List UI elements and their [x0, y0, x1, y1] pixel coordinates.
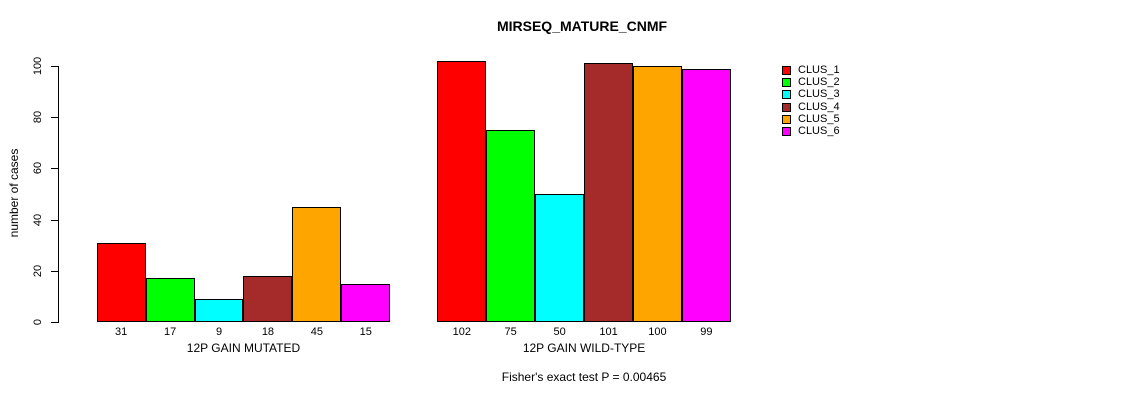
bar-clus_4-group1 — [243, 275, 293, 322]
bar-value-label: 15 — [359, 326, 372, 338]
legend-label: CLUS_1 — [798, 63, 840, 76]
legend-label: CLUS_3 — [798, 88, 840, 101]
legend-swatch-icon — [782, 127, 791, 137]
bar-value-label: 18 — [261, 326, 275, 338]
y-tick-label: 40 — [32, 213, 44, 226]
bar-value-label: 100 — [648, 326, 667, 338]
y-tick — [51, 322, 58, 323]
legend-label: CLUS_2 — [798, 75, 840, 88]
legend-swatch-icon — [782, 77, 791, 87]
y-axis-line — [58, 66, 59, 323]
y-tick — [51, 168, 58, 170]
y-axis-title: number of cases — [7, 148, 21, 238]
legend-item-clus_1: CLUS_1 — [782, 64, 840, 76]
bar-clus_2-group2 — [486, 130, 536, 322]
group-label-1: 12P GAIN MUTATED — [186, 341, 301, 355]
bar-clus_1-group2 — [437, 60, 487, 322]
bar-clus_3-group2 — [535, 194, 585, 322]
group-label-2: 12P GAIN WILD-TYPE — [522, 341, 646, 355]
y-tick — [51, 117, 58, 119]
legend-item-clus_2: CLUS_2 — [782, 76, 840, 88]
y-tick-label: 100 — [32, 56, 44, 76]
chart-title: MIRSEQ_MATURE_CNMF — [496, 18, 668, 34]
bar-value-label: 75 — [504, 326, 517, 338]
legend-swatch-icon — [782, 65, 791, 75]
legend-swatch-icon — [782, 102, 791, 112]
y-tick-label: 20 — [32, 264, 44, 277]
bar-clus_4-group2 — [584, 63, 633, 322]
bar-value-label: 17 — [163, 326, 177, 338]
bar-clus_5-group2 — [633, 66, 682, 322]
legend-label: CLUS_4 — [798, 100, 840, 113]
legend-label: CLUS_6 — [798, 125, 840, 138]
bar-value-label: 31 — [115, 326, 128, 338]
y-tick — [51, 66, 58, 67]
bar-value-label: 45 — [310, 326, 323, 338]
bar-clus_3-group1 — [194, 298, 244, 322]
bar-value-label: 101 — [599, 326, 618, 338]
bar-clus_6-group2 — [681, 68, 731, 322]
bar-clus_2-group1 — [145, 278, 195, 322]
fisher-test-annotation: Fisher's exact test P = 0.00465 — [501, 370, 667, 384]
bar-clus_5-group1 — [292, 206, 342, 322]
legend-swatch-icon — [782, 90, 791, 100]
y-tick-label: 60 — [32, 162, 44, 175]
y-tick — [51, 219, 58, 221]
legend-item-clus_3: CLUS_3 — [782, 89, 840, 101]
y-tick-label: 80 — [32, 111, 44, 124]
y-tick — [51, 270, 58, 272]
bar-value-label: 50 — [553, 326, 566, 338]
legend-swatch-icon — [782, 114, 791, 124]
legend-item-clus_4: CLUS_4 — [782, 101, 840, 113]
legend: CLUS_1 CLUS_2 CLUS_3 CLUS_4 CLUS_5 CLUS_6 — [782, 64, 840, 138]
legend-item-clus_5: CLUS_5 — [782, 113, 840, 125]
bar-clus_6-group1 — [341, 283, 391, 322]
bar-value-label: 9 — [215, 326, 223, 338]
legend-label: CLUS_5 — [798, 112, 840, 125]
bar-value-label: 99 — [700, 326, 713, 338]
bar-clus_1-group1 — [96, 242, 146, 322]
y-tick-label: 0 — [32, 318, 44, 326]
legend-item-clus_6: CLUS_6 — [782, 125, 840, 137]
bar-value-label: 102 — [452, 326, 471, 338]
